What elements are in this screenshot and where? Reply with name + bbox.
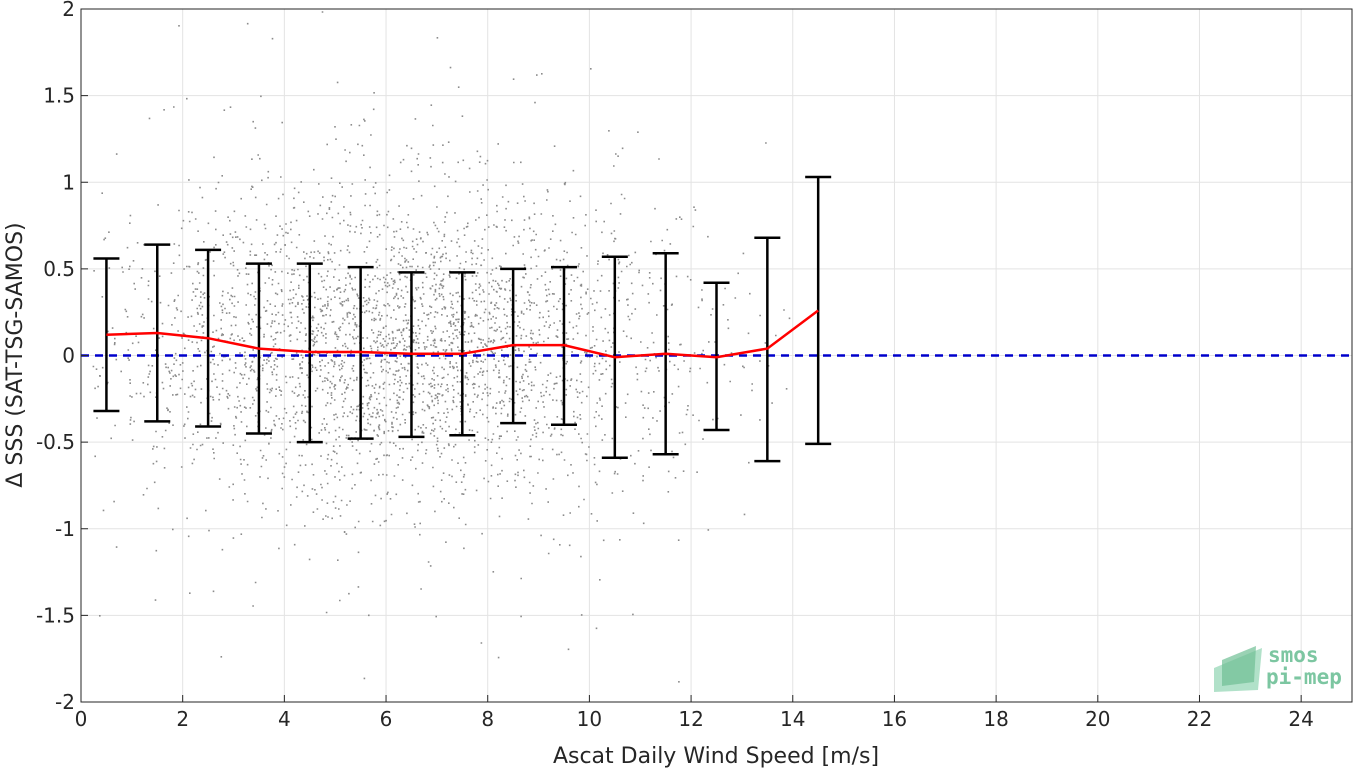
x-tick-label: 12 (678, 707, 703, 731)
x-tick-label: 24 (1288, 707, 1313, 731)
y-ticks: -2 -1.5 -1 -0.5 0 0.5 1 1.5 2 (36, 0, 88, 714)
x-tick-label: 8 (481, 707, 494, 731)
error-bar (805, 175, 832, 446)
x-ticks: 0 2 4 6 8 10 12 14 16 18 20 22 24 (75, 695, 1314, 731)
y-tick-label: 1.5 (43, 84, 75, 108)
smos-pi-mep-logo: smos pi-mep (1214, 643, 1342, 692)
x-tick-label: 4 (278, 707, 291, 731)
x-tick-label: 0 (75, 707, 88, 731)
x-tick-label: 18 (983, 707, 1008, 731)
x-tick-label: 20 (1085, 707, 1110, 731)
x-axis-label: Ascat Daily Wind Speed [m/s] (553, 744, 879, 769)
x-tick-label: 2 (176, 707, 189, 731)
y-tick-label: -1.5 (36, 603, 75, 627)
mean-polyline (106, 309, 819, 359)
y-tick-label: -1 (55, 517, 75, 541)
y-tick-label: 0.5 (43, 257, 75, 281)
y-tick-label: -2 (55, 690, 75, 714)
y-tick-label: -0.5 (36, 430, 75, 454)
logo-text-pi-mep: pi-mep (1266, 665, 1342, 689)
y-tick-label: 2 (62, 0, 75, 21)
x-tick-label: 14 (780, 707, 805, 731)
logo-text-smos: smos (1268, 643, 1319, 667)
y-tick-label: 1 (62, 170, 75, 194)
y-axis-label: Δ SSS (SAT-TSG-SAMOS) (3, 222, 28, 487)
mean-line (106, 309, 819, 359)
y-tick-label: 0 (62, 344, 75, 368)
x-tick-label: 16 (882, 707, 907, 731)
x-tick-label: 22 (1187, 707, 1212, 731)
x-tick-label: 10 (577, 707, 602, 731)
logo-wave-layer-icon (1222, 646, 1256, 686)
x-tick-label: 6 (380, 707, 393, 731)
